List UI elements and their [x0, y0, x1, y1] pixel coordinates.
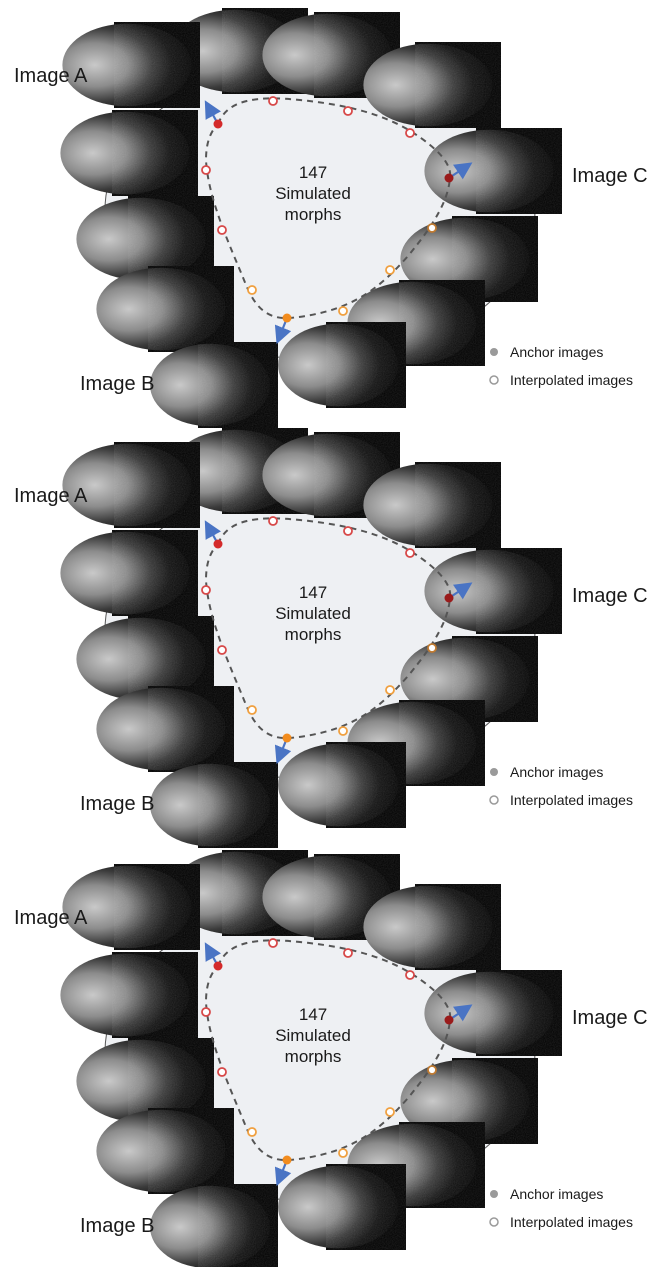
legend-anchor-label: Anchor images — [510, 344, 603, 360]
mammogram-thumbnail — [363, 884, 501, 970]
mammogram-thumbnail — [96, 686, 234, 772]
interpolated-point — [427, 223, 437, 233]
legend-anchor-dot — [490, 1190, 498, 1198]
label-image-c: Image C — [572, 1007, 648, 1029]
interpolated-point — [405, 128, 415, 138]
interpolated-point — [385, 685, 395, 695]
mammogram-thumbnail — [150, 342, 278, 428]
label-image-b: Image B — [80, 1215, 154, 1237]
label-image-c: Image C — [572, 165, 648, 187]
interpolated-point — [247, 705, 257, 715]
mammogram-thumbnail — [60, 110, 198, 196]
interpolated-point — [385, 265, 395, 275]
center-label-line: Simulated — [275, 1026, 351, 1045]
mammogram-thumbnail — [424, 128, 562, 214]
mammogram-thumbnail — [400, 1058, 538, 1144]
center-label-line: 147 — [299, 583, 327, 602]
center-label-line: morphs — [285, 625, 342, 644]
interpolated-point — [201, 165, 211, 175]
mammogram-thumbnail — [150, 1184, 278, 1267]
morph-path-dashed — [204, 517, 452, 740]
interpolated-point — [268, 516, 278, 526]
mammogram-thumbnail — [363, 42, 501, 128]
center-label-line: morphs — [285, 1047, 342, 1066]
mammogram-thumbnail — [96, 1108, 234, 1194]
mammogram-thumbnail — [400, 216, 538, 302]
mammogram-thumbnail — [278, 1164, 406, 1250]
mammogram-thumbnail — [347, 700, 485, 786]
center-label-line: 147 — [299, 163, 327, 182]
interpolated-point — [385, 1107, 395, 1117]
center-label-line: Simulated — [275, 184, 351, 203]
interpolated-point — [247, 285, 257, 295]
mammogram-thumbnail — [150, 762, 278, 848]
morph-panel-3: 147 Simulated morphs Image A Image B Image C A… — [14, 850, 648, 1267]
interpolated-point — [427, 643, 437, 653]
legend-interpolated-label: Interpolated images — [510, 372, 633, 388]
mammogram-thumbnail — [278, 322, 406, 408]
mammogram-thumbnail — [96, 266, 234, 352]
morph-path-dashed — [204, 97, 452, 320]
mammogram-thumbnail — [60, 530, 198, 616]
label-image-b: Image B — [80, 793, 154, 815]
mammogram-thumbnail — [347, 1122, 485, 1208]
mammogram-thumbnail — [400, 636, 538, 722]
anchor-point-c — [444, 1015, 454, 1025]
mammogram-thumbnail — [62, 864, 200, 950]
interpolated-point — [217, 1067, 227, 1077]
center-label-line: morphs — [285, 205, 342, 224]
interpolated-point — [268, 96, 278, 106]
interpolated-point — [343, 948, 353, 958]
interpolated-point — [338, 1148, 348, 1158]
interpolated-point — [247, 1127, 257, 1137]
mammogram-thumbnail — [424, 548, 562, 634]
interpolated-point — [268, 938, 278, 948]
interpolated-point — [217, 225, 227, 235]
interpolated-point — [201, 585, 211, 595]
interpolated-point — [201, 1007, 211, 1017]
legend-interpolated-label: Interpolated images — [510, 792, 633, 808]
label-image-b: Image B — [80, 373, 154, 395]
legend-anchor-dot — [490, 348, 498, 356]
mammogram-thumbnail — [62, 442, 200, 528]
interpolated-point — [338, 306, 348, 316]
mammogram-thumbnail — [62, 22, 200, 108]
anchor-point-b — [282, 1155, 292, 1165]
label-image-a: Image A — [14, 907, 88, 929]
legend-interpolated-dot — [489, 795, 499, 805]
center-label-line: 147 — [299, 1005, 327, 1024]
interpolated-point — [343, 526, 353, 536]
morph-panel-1: 147 Simulated morphs Image A Image B Image C A… — [14, 8, 648, 428]
interpolated-point — [405, 970, 415, 980]
legend-anchor-label: Anchor images — [510, 1186, 603, 1202]
morph-path-dashed — [204, 939, 452, 1162]
anchor-point-a — [213, 961, 223, 971]
mammogram-thumbnail — [278, 742, 406, 828]
anchor-point-b — [282, 313, 292, 323]
mammogram-thumbnail — [60, 952, 198, 1038]
interpolated-point — [343, 106, 353, 116]
mammogram-thumbnail — [363, 462, 501, 548]
label-image-a: Image A — [14, 485, 88, 507]
legend-interpolated-label: Interpolated images — [510, 1214, 633, 1230]
legend-interpolated-dot — [489, 375, 499, 385]
anchor-point-b — [282, 733, 292, 743]
interpolated-point — [217, 645, 227, 655]
label-image-c: Image C — [572, 585, 648, 607]
interpolated-point — [427, 1065, 437, 1075]
mammogram-thumbnail — [424, 970, 562, 1056]
anchor-point-c — [444, 593, 454, 603]
morph-panel-2: 147 Simulated morphs Image A Image B Image C A… — [14, 428, 648, 848]
anchor-point-c — [444, 173, 454, 183]
interpolated-point — [405, 548, 415, 558]
anchor-point-a — [213, 539, 223, 549]
legend-interpolated-dot — [489, 1217, 499, 1227]
label-image-a: Image A — [14, 65, 88, 87]
interpolated-point — [338, 726, 348, 736]
anchor-point-a — [213, 119, 223, 129]
center-label-line: Simulated — [275, 604, 351, 623]
legend-anchor-label: Anchor images — [510, 764, 603, 780]
legend-anchor-dot — [490, 768, 498, 776]
